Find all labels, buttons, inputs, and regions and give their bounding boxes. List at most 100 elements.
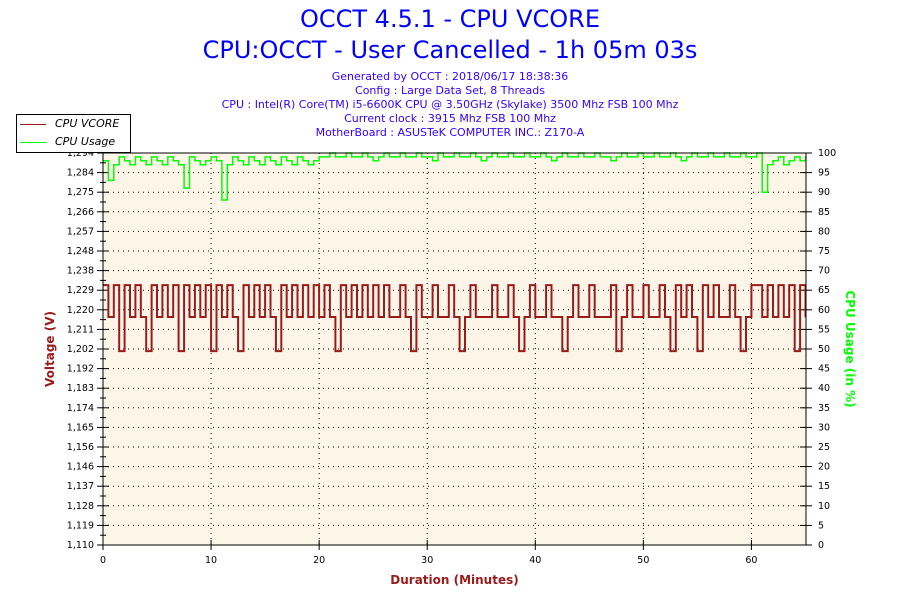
- data-point-vcore: [664, 316, 666, 318]
- data-point-vcore: [421, 316, 423, 318]
- data-point-vcore: [783, 316, 785, 318]
- data-point-vcore: [280, 284, 282, 286]
- data-point-vcore: [453, 316, 455, 318]
- y2-tick-label: 30: [818, 422, 830, 433]
- y-axis-label: Voltage (V): [43, 311, 57, 387]
- data-point-vcore: [556, 316, 558, 318]
- data-point-vcore: [788, 284, 790, 286]
- data-point-usage: [118, 156, 120, 158]
- y-tick-label: 1,238: [67, 266, 94, 277]
- data-point-usage: [388, 156, 390, 158]
- data-point-usage: [145, 164, 147, 166]
- data-point-vcore: [534, 316, 536, 318]
- x-tick-label: 40: [529, 555, 541, 566]
- data-point-usage: [799, 160, 801, 162]
- data-point-vcore: [631, 316, 634, 318]
- data-point-vcore: [707, 316, 709, 318]
- data-point-vcore: [653, 316, 655, 318]
- data-point-usage: [259, 164, 261, 166]
- data-point-vcore: [367, 316, 369, 318]
- series-line-usage: [103, 152, 807, 201]
- y-tick-label: 1,128: [67, 501, 94, 512]
- data-point-usage: [404, 156, 407, 158]
- data-point-usage: [572, 156, 574, 158]
- data-point-usage: [210, 156, 212, 158]
- data-point-usage: [685, 156, 688, 158]
- data-point-vcore: [610, 284, 612, 286]
- data-point-vcore: [432, 284, 434, 286]
- data-point-vcore: [307, 316, 309, 318]
- data-point-vcore: [626, 284, 628, 286]
- data-point-vcore: [372, 284, 374, 286]
- data-point-usage: [464, 156, 466, 158]
- data-point-usage: [599, 156, 601, 158]
- data-point-vcore: [691, 316, 693, 318]
- data-point-usage: [712, 156, 715, 158]
- data-point-vcore: [550, 316, 553, 318]
- data-point-vcore: [588, 284, 590, 286]
- data-point-vcore: [232, 316, 234, 318]
- y2-tick-label: 35: [818, 403, 830, 414]
- data-point-vcore: [356, 316, 358, 318]
- data-point-usage: [550, 160, 553, 162]
- data-point-usage: [718, 156, 720, 158]
- data-point-vcore: [388, 316, 390, 318]
- data-point-usage: [134, 156, 137, 158]
- data-point-vcore: [318, 316, 320, 318]
- data-point-usage: [151, 156, 153, 158]
- data-point-vcore: [291, 284, 293, 286]
- y2-tick-label: 100: [818, 148, 836, 159]
- y2-tick-label: 90: [818, 187, 830, 198]
- data-point-usage: [307, 164, 309, 166]
- data-point-vcore: [750, 284, 753, 286]
- data-point-usage: [205, 160, 207, 162]
- data-point-vcore: [475, 316, 477, 318]
- data-point-usage: [367, 156, 369, 158]
- y-tick-label: 1,192: [67, 364, 94, 375]
- data-point-usage: [140, 160, 142, 162]
- data-point-usage: [242, 164, 245, 166]
- y-tick-label: 1,119: [67, 520, 94, 531]
- legend-swatch-usage: [20, 142, 46, 143]
- data-point-vcore: [513, 316, 515, 318]
- info-motherboard: MotherBoard : ASUSTeK COMPUTER INC.: Z17…: [315, 126, 585, 139]
- data-point-usage: [604, 156, 607, 158]
- data-point-vcore: [480, 316, 482, 318]
- x-tick-label: 10: [205, 555, 217, 566]
- data-point-vcore: [523, 316, 526, 318]
- data-point-usage: [767, 164, 769, 166]
- data-point-vcore: [669, 350, 671, 352]
- data-point-vcore: [194, 284, 196, 286]
- data-point-vcore: [696, 350, 698, 352]
- y2-tick-label: 65: [818, 285, 830, 296]
- data-point-vcore: [410, 350, 412, 352]
- y-tick-label: 1,174: [67, 403, 94, 414]
- data-point-vcore: [323, 284, 326, 286]
- data-point-usage: [518, 156, 520, 158]
- y-tick-label: 1,248: [67, 246, 94, 257]
- y2-tick-label: 70: [818, 266, 830, 277]
- data-point-usage: [626, 156, 628, 158]
- data-point-usage: [794, 156, 796, 158]
- data-point-usage: [615, 156, 617, 158]
- data-point-vcore: [529, 284, 531, 286]
- data-point-vcore: [361, 284, 363, 286]
- y-tick-label: 1,229: [67, 285, 94, 296]
- data-point-usage: [113, 164, 115, 166]
- data-point-usage: [188, 156, 191, 158]
- legend-swatch-vcore: [20, 124, 46, 125]
- data-point-vcore: [540, 316, 542, 318]
- y2-tick-label: 60: [818, 305, 830, 316]
- data-point-vcore: [167, 316, 169, 318]
- data-point-usage: [350, 156, 353, 158]
- data-point-usage: [664, 156, 666, 158]
- x-tick-label: 30: [421, 555, 433, 566]
- data-point-usage: [583, 156, 585, 158]
- data-point-usage: [734, 156, 736, 158]
- y2-tick-label: 40: [818, 383, 830, 394]
- data-point-usage: [421, 156, 423, 158]
- data-point-usage: [226, 164, 228, 166]
- x-tick-label: 60: [745, 555, 757, 566]
- y-tick-label: 1,110: [67, 540, 94, 551]
